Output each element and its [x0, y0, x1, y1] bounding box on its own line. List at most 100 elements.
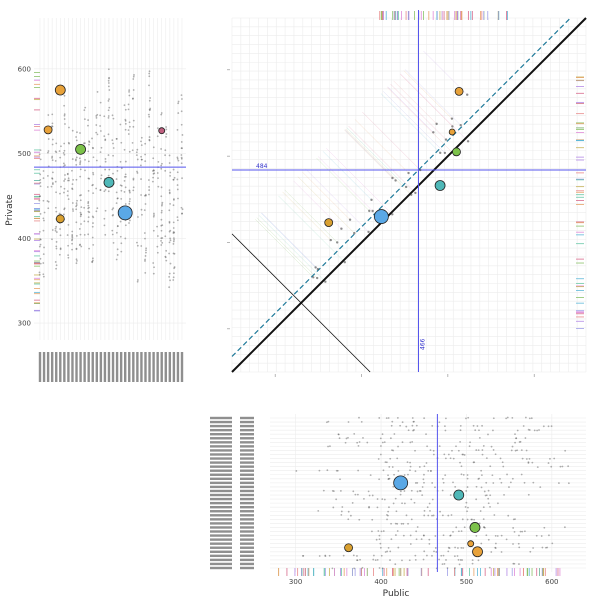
left-data-point — [140, 144, 143, 147]
left-data-point — [123, 191, 126, 193]
left-data-point — [169, 175, 172, 177]
bottom-data-point — [547, 462, 550, 464]
bottom-data-point — [361, 566, 364, 569]
bottom-data-point — [394, 522, 397, 525]
bottom-data-point — [357, 445, 360, 447]
left-data-point — [173, 238, 175, 241]
left-category-label — [132, 352, 135, 382]
left-data-point — [59, 156, 62, 159]
connector-line — [348, 125, 416, 194]
left-data-point — [39, 173, 42, 176]
left-data-point — [157, 185, 160, 188]
bottom-data-point — [411, 417, 414, 419]
left-data-point — [181, 212, 183, 215]
bottom-data-point — [347, 518, 350, 521]
left-data-point — [124, 160, 127, 163]
connector-line — [400, 73, 469, 142]
left-data-point — [55, 210, 58, 213]
left-data-point — [63, 207, 66, 210]
left-data-point — [124, 175, 127, 178]
bottom-data-point — [388, 477, 391, 480]
left-rug — [34, 72, 40, 312]
left-data-point — [156, 225, 158, 228]
main-highlight-point — [454, 86, 464, 96]
left-data-point — [145, 247, 148, 250]
main-data-point — [450, 117, 454, 120]
left-data-point — [128, 121, 131, 124]
bottom-data-point — [412, 429, 414, 432]
bottom-data-point — [503, 493, 505, 496]
left-data-point — [42, 199, 45, 202]
bottom-data-point — [392, 449, 395, 452]
bottom-data-point — [445, 417, 447, 420]
left-data-point — [42, 177, 45, 180]
left-data-point — [124, 122, 127, 125]
left-data-point — [165, 128, 168, 131]
left-data-point — [42, 217, 45, 220]
bottom-data-point — [505, 538, 508, 541]
bottom-data-point — [490, 445, 493, 448]
left-data-point — [74, 158, 77, 161]
left-data-point — [79, 175, 82, 178]
left-data-point — [79, 161, 82, 164]
left-data-point — [52, 182, 54, 184]
left-data-point — [75, 202, 78, 205]
connector-line — [393, 80, 437, 125]
bottom-data-point — [481, 453, 484, 456]
left-data-point — [136, 280, 139, 283]
left-data-point — [99, 101, 102, 104]
left-data-point — [116, 225, 119, 228]
left-data-point — [120, 242, 123, 245]
left-data-point — [66, 172, 69, 175]
left-data-point — [103, 115, 106, 118]
bottom-data-point — [475, 498, 478, 501]
left-data-point — [88, 247, 91, 250]
left-data-point — [95, 116, 98, 119]
bottom-data-point — [528, 457, 531, 460]
bottom-data-point — [385, 461, 388, 464]
bottom-data-point — [487, 489, 490, 492]
bottom-data-point — [378, 538, 381, 541]
bottom-data-point — [459, 461, 461, 464]
connector-line — [302, 171, 351, 220]
left-data-point — [116, 197, 119, 200]
left-data-point — [76, 131, 78, 134]
left-data-point — [160, 239, 162, 242]
left-data-point — [71, 236, 74, 239]
left-data-point — [181, 134, 184, 136]
left-data-point — [144, 203, 147, 205]
vertical-reference-label: 466 — [419, 338, 426, 350]
left-data-point — [111, 114, 114, 117]
left-data-point — [161, 204, 163, 207]
left-data-point — [103, 224, 106, 227]
bottom-data-point — [388, 466, 391, 468]
connector-line — [326, 148, 393, 215]
left-data-point — [128, 125, 131, 128]
left-category-label — [168, 352, 172, 382]
bottom-data-point — [519, 530, 522, 533]
bottom-data-point — [514, 449, 517, 452]
left-data-point — [87, 210, 90, 213]
left-data-point — [123, 148, 126, 151]
left-data-point — [79, 194, 81, 197]
left-data-point — [38, 230, 41, 233]
bottom-category-label — [210, 558, 232, 562]
left-data-point — [168, 191, 171, 194]
bottom-data-point — [470, 518, 473, 521]
left-data-point — [181, 212, 184, 215]
left-data-point — [95, 124, 98, 126]
bottom-data-point — [492, 417, 495, 420]
bottom-data-point — [413, 429, 415, 431]
left-data-point — [180, 162, 183, 165]
bottom-data-point — [368, 506, 370, 509]
bottom-data-point — [517, 542, 520, 545]
left-data-point — [72, 210, 75, 212]
bottom-data-point — [459, 440, 462, 443]
connector-line — [400, 74, 453, 127]
bottom-category-label — [240, 420, 254, 424]
bottom-data-point — [396, 530, 399, 532]
connector-line — [344, 129, 396, 181]
left-data-point — [55, 151, 58, 154]
left-data-point — [55, 267, 57, 270]
main-data-point — [451, 125, 454, 128]
